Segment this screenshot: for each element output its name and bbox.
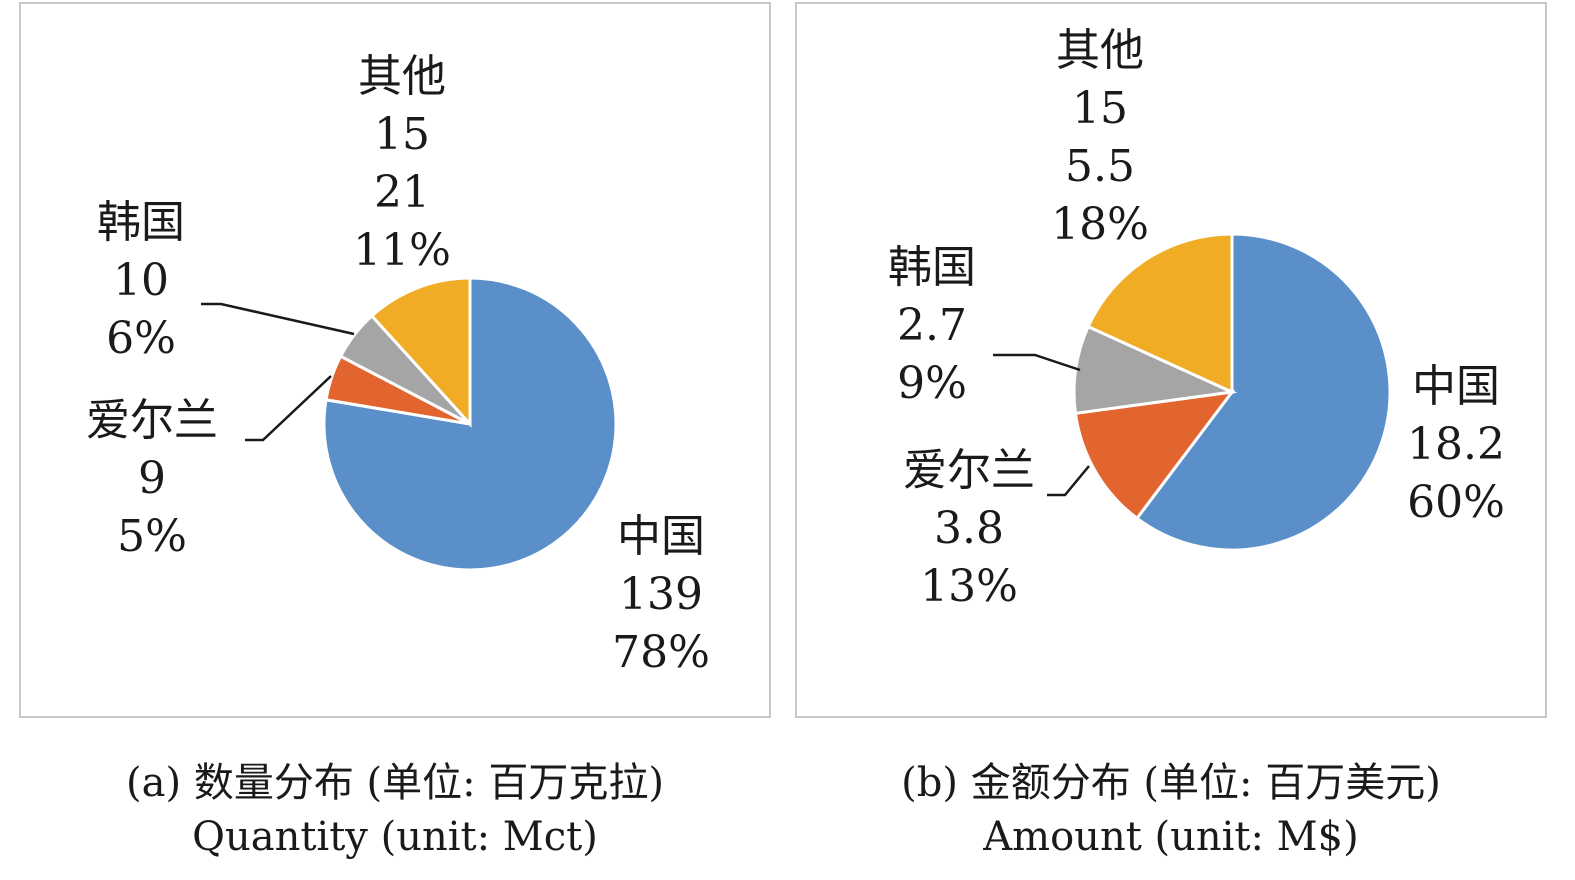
label-other: 其他 15 21 11%: [317, 48, 487, 280]
label-ireland: 爱尔兰 9 5%: [67, 392, 237, 566]
caption-amount-chinese: (b) 金额分布 (单位: 百万美元): [901, 760, 1441, 806]
label-other-name: 其他: [358, 51, 446, 102]
caption-quantity-english: Quantity (unit: Mct): [192, 814, 598, 860]
label-other-percent: 18%: [1051, 199, 1149, 250]
label-other-extra: 15: [1072, 83, 1128, 134]
pie-slice-3: [1086, 232, 1234, 395]
label-china-name: 中国: [617, 511, 705, 562]
caption-quantity-chinese: (a) 数量分布 (单位: 百万克拉): [126, 760, 664, 806]
label-korea-percent: 6%: [106, 313, 176, 364]
label-ireland: 爱尔兰 3.8 13%: [884, 442, 1054, 616]
label-ireland-value: 9: [138, 453, 166, 504]
label-china-value: 18.2: [1407, 419, 1505, 470]
pie-slice-1: [1073, 390, 1236, 521]
pie-slice-3: [369, 276, 472, 428]
label-other-percent: 11%: [353, 225, 451, 276]
label-korea: 韩国 10 6%: [56, 194, 226, 368]
pie-chart-quantity: 其他 15 21 11% 韩国 10 6% 爱尔兰 9 5% 中国 139 78…: [19, 2, 771, 718]
label-other-value: 21: [374, 167, 430, 218]
label-korea-value: 2.7: [897, 300, 967, 351]
caption-quantity: (a) 数量分布 (单位: 百万克拉) Quantity (unit: Mct): [19, 756, 771, 864]
label-china: 中国 139 78%: [576, 508, 746, 682]
leader-line-0: [201, 302, 355, 336]
label-ireland-name: 爱尔兰: [903, 445, 1035, 496]
label-china: 中国 18.2 60%: [1371, 358, 1541, 532]
pie-chart-quantity-plot: [201, 276, 618, 572]
pie-chart-amount-plot: [993, 232, 1392, 552]
label-korea: 韩国 2.7 9%: [847, 239, 1017, 413]
label-china-value: 139: [619, 569, 703, 620]
label-ireland-value: 3.8: [934, 503, 1004, 554]
caption-amount-english: Amount (unit: M$): [983, 814, 1359, 860]
label-ireland-percent: 5%: [117, 511, 187, 562]
caption-amount: (b) 金额分布 (单位: 百万美元) Amount (unit: M$): [795, 756, 1547, 864]
label-other: 其他 15 5.5 18%: [1015, 22, 1185, 254]
label-china-percent: 78%: [612, 627, 710, 678]
label-other-name: 其他: [1056, 25, 1144, 76]
label-other-value: 5.5: [1065, 141, 1135, 192]
label-china-percent: 60%: [1407, 477, 1505, 528]
label-korea-name: 韩国: [888, 242, 976, 293]
label-ireland-name: 爱尔兰: [86, 395, 218, 446]
label-ireland-percent: 13%: [920, 561, 1018, 612]
pie-chart-amount: 其他 15 5.5 18% 韩国 2.7 9% 爱尔兰 3.8 13% 中国 1…: [795, 2, 1547, 718]
label-korea-percent: 9%: [897, 358, 967, 409]
label-other-extra: 15: [374, 109, 430, 160]
pie-slice-0: [1134, 232, 1392, 552]
label-china-name: 中国: [1412, 361, 1500, 412]
leader-line-0: [993, 353, 1081, 372]
leader-line-1: [245, 375, 332, 442]
label-korea-name: 韩国: [97, 197, 185, 248]
leader-line-1: [1047, 465, 1090, 497]
label-korea-value: 10: [113, 255, 169, 306]
